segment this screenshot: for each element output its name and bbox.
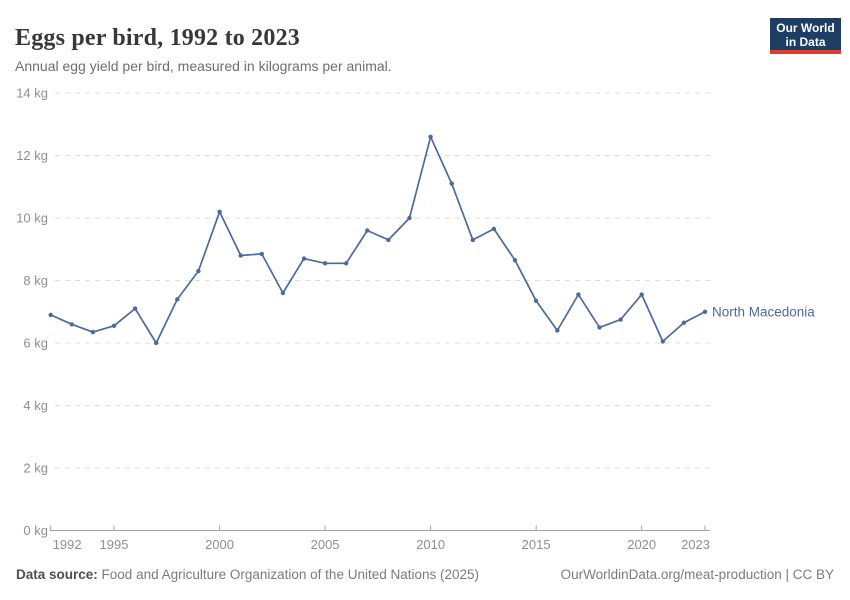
x-tick-label: 1995	[100, 537, 129, 552]
footer-citation-link[interactable]: OurWorldinData.org/meat-production | CC …	[560, 567, 834, 582]
x-tick-label: 1992	[53, 537, 82, 552]
y-tick-label: 8 kg	[23, 273, 48, 288]
x-axis-tick-labels: 1992 1995 2000 2005 2010 2015 2020 2023	[53, 537, 710, 552]
y-tick-label: 4 kg	[23, 398, 48, 413]
data-line-north-macedonia	[49, 135, 706, 344]
y-tick-label: 10 kg	[16, 211, 48, 226]
data-source-label: Data source:	[16, 567, 98, 582]
y-tick-label: 6 kg	[23, 336, 48, 351]
y-axis-tick-labels: 0 kg 2 kg 4 kg 6 kg 8 kg 10 kg 12 kg 14 kg	[16, 86, 48, 539]
series-entity-label[interactable]: North Macedonia	[712, 304, 815, 319]
y-tick-label: 2 kg	[23, 461, 48, 476]
y-tick-label: 12 kg	[16, 148, 48, 163]
x-tick-label: 2010	[416, 537, 445, 552]
data-point-markers	[48, 134, 708, 346]
owid-logo[interactable]: Our World in Data	[770, 18, 841, 54]
chart-title: Eggs per bird, 1992 to 2023	[15, 25, 300, 51]
y-gridlines	[55, 92, 710, 469]
x-axis-line	[50, 525, 710, 531]
y-tick-label: 14 kg	[16, 86, 48, 101]
owid-logo-line2: in Data	[785, 35, 826, 50]
x-tick-label: 2020	[627, 537, 656, 552]
x-tick-label: 2023	[681, 537, 710, 552]
data-source: Data source: Food and Agriculture Organi…	[16, 567, 479, 582]
data-source-text: Food and Agriculture Organization of the…	[101, 567, 480, 582]
chart-footer: Data source: Food and Agriculture Organi…	[16, 567, 834, 582]
owid-logo-line1: Our World	[776, 21, 835, 35]
x-tick-label: 2005	[311, 537, 340, 552]
x-tick-label: 2015	[522, 537, 551, 552]
y-tick-label: 0 kg	[23, 523, 48, 538]
chart-subtitle: Annual egg yield per bird, measured in k…	[15, 58, 392, 74]
x-tick-label: 2000	[205, 537, 234, 552]
